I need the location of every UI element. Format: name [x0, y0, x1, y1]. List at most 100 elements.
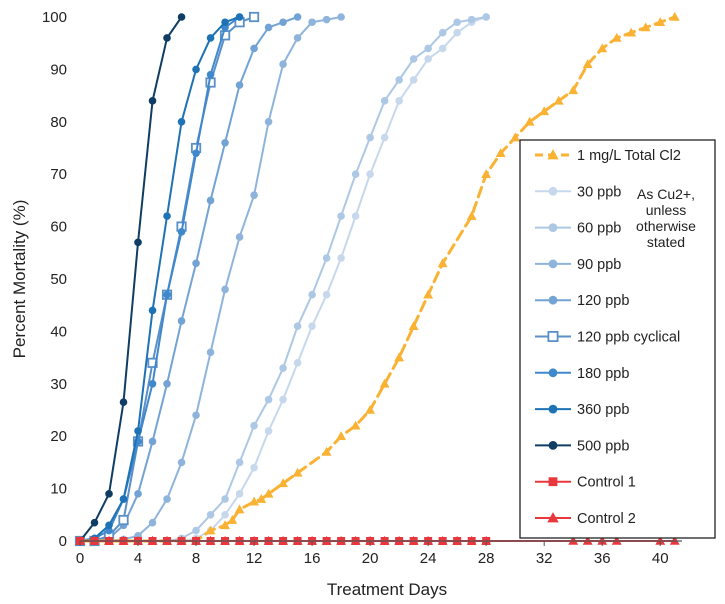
data-point [337, 254, 345, 262]
data-point [438, 44, 447, 53]
data-point [192, 411, 200, 420]
legend-item: 30 ppb [535, 184, 621, 200]
legend-label: 30 ppb [577, 184, 621, 200]
data-point [192, 526, 200, 535]
data-point [221, 285, 229, 294]
data-point [205, 525, 216, 535]
data-point [524, 116, 535, 126]
legend-swatch-marker [547, 512, 559, 523]
legend-swatch-marker [548, 368, 558, 378]
data-point [119, 495, 128, 503]
legend-label: Control 2 [577, 511, 636, 527]
legend-item: Control 1 [535, 475, 636, 491]
data-point [539, 106, 550, 116]
data-point [192, 149, 200, 158]
legend-swatch-marker [548, 259, 558, 269]
data-point [148, 379, 157, 388]
series-180-ppb [76, 13, 244, 545]
data-point [235, 490, 244, 498]
data-point [321, 446, 332, 456]
data-point [248, 11, 260, 23]
data-point [250, 44, 258, 53]
legend-item: Control 2 [535, 511, 636, 527]
data-point [655, 17, 666, 27]
data-point [351, 170, 360, 179]
legend-label: 60 ppb [577, 221, 621, 237]
data-point [90, 518, 99, 527]
data-point [365, 404, 376, 414]
data-point [134, 490, 142, 498]
data-point [119, 398, 128, 406]
legend-label: 500 ppb [577, 438, 629, 454]
data-point [177, 458, 186, 467]
data-point [279, 395, 287, 404]
legend-item: 180 ppb [535, 366, 629, 382]
legend-swatch-marker [548, 404, 558, 414]
data-point [351, 212, 360, 220]
series-line [79, 16, 343, 542]
legend-note: As Cu2+, unless otherwise stated [636, 186, 696, 250]
data-point [177, 228, 186, 236]
y-tick-label: 30 [50, 376, 67, 393]
data-point [424, 55, 432, 63]
data-point [424, 44, 432, 53]
legend-swatch-marker [547, 330, 559, 342]
legend-label: 120 ppb [577, 293, 629, 309]
x-tick-label: 4 [134, 550, 142, 567]
data-point [466, 211, 477, 220]
data-point [293, 322, 302, 330]
data-point [337, 212, 345, 220]
data-point [250, 191, 258, 199]
y-tick-label: 20 [50, 428, 67, 445]
data-point [453, 18, 461, 27]
data-point [379, 378, 390, 388]
series-360-ppb [76, 13, 244, 545]
legend-note-line: As Cu2+, [637, 186, 695, 202]
data-point [264, 23, 273, 32]
legend-item: 360 ppb [535, 402, 629, 418]
data-point [221, 510, 229, 519]
legend-label: 360 ppb [577, 402, 629, 418]
data-point [467, 15, 476, 24]
data-point [118, 514, 129, 526]
data-point [510, 132, 521, 142]
series-30-ppb [76, 13, 490, 545]
y-tick-label: 60 [50, 219, 67, 236]
data-point [293, 359, 302, 367]
legend-swatch-marker [548, 477, 558, 487]
data-point [234, 504, 245, 514]
data-point [395, 97, 403, 105]
y-axis-ticks: 0 10 20 30 40 50 60 70 80 90 100 [42, 9, 67, 550]
x-tick-label: 20 [362, 550, 379, 567]
data-point [293, 34, 302, 42]
data-point [582, 59, 593, 68]
data-point [177, 118, 186, 126]
x-tick-label: 12 [246, 550, 263, 567]
y-tick-label: 70 [50, 166, 67, 183]
data-point [163, 212, 171, 220]
data-point [308, 290, 316, 299]
legend-swatch-marker [547, 149, 559, 160]
data-point [227, 514, 238, 524]
series-60-ppb [76, 13, 490, 545]
data-point [366, 133, 374, 142]
x-tick-label: 0 [76, 550, 84, 567]
data-point [438, 28, 447, 37]
data-point [163, 495, 171, 503]
data-point [322, 290, 331, 299]
data-point [105, 521, 113, 530]
x-tick-label: 36 [594, 550, 611, 567]
legend-item: 60 ppb [535, 221, 621, 237]
data-point [292, 467, 303, 477]
data-point [380, 97, 389, 105]
y-tick-label: 40 [50, 323, 67, 340]
data-point [235, 233, 244, 241]
series-90-ppb [76, 13, 345, 545]
data-point [134, 427, 142, 435]
data-point [322, 15, 331, 24]
data-point [220, 520, 230, 530]
y-tick-label: 80 [50, 114, 67, 131]
y-tick-label: 90 [50, 61, 67, 78]
data-point [669, 11, 680, 21]
